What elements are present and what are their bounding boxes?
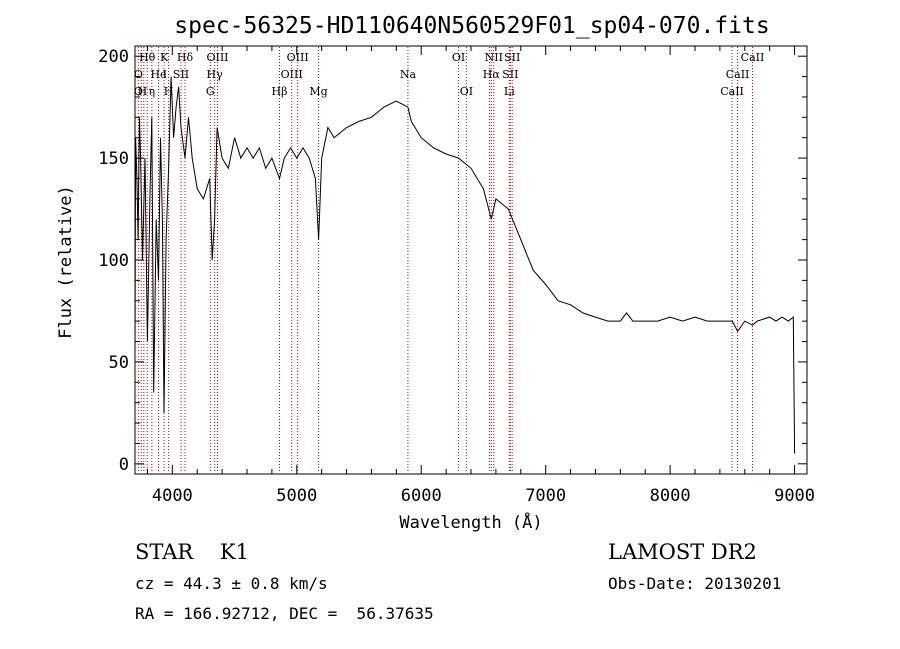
emission-line-label: K [160,51,169,64]
x-tick-label: 5000 [276,486,317,506]
emission-line-label: Mg [309,85,327,98]
emission-line-label: O [134,68,143,81]
emission-line-label: CaII [726,68,750,81]
emission-line-label: G [206,85,215,98]
x-tick-label: 8000 [650,486,691,506]
emission-line-label: NII [485,51,503,64]
emission-line-label: Hθ [139,51,156,64]
emission-line-label: SII [173,68,189,81]
emission-line-label: OI [452,51,465,64]
x-axis-label: Wavelength (Å) [399,511,542,533]
emission-line-label: H [138,85,148,98]
y-tick-label: 150 [98,149,129,169]
survey-name: LAMOST DR2 [608,540,757,564]
y-tick-label: 0 [119,455,129,475]
emission-line-label: Na [400,68,417,81]
x-tick-label: 4000 [152,486,193,506]
emission-line-label: Hδ [177,51,194,64]
coordinates: RA = 166.92712, DEC = 56.37635 [135,604,434,623]
emission-line-label: OIII [281,68,303,81]
plot-frame [134,45,808,475]
y-axis-label: Flux (relative) [56,185,76,339]
emission-line-label: SII [504,51,520,64]
y-tick-label: 100 [98,251,129,271]
redshift-value: cz = 44.3 ± 0.8 km/s [135,574,328,593]
emission-line-label: OIII [287,51,309,64]
emission-line-label: Hβ [272,85,288,98]
emission-line-label: SII [502,68,518,81]
emission-line-label: Li [504,85,515,98]
emission-line-label: CaII [741,51,765,64]
x-tick-label: 9000 [774,486,815,506]
object-class: STAR K1 [135,540,249,564]
emission-line-label: He [150,68,166,81]
emission-line-label: OI [460,85,473,98]
emission-line-label: Hα [483,68,501,81]
emission-line-label: O [134,85,143,98]
x-axis-ticks: 4000 5000 6000 7000 8000 9000 [146,46,815,506]
x-tick-label: 7000 [525,486,566,506]
emission-line-label: I [163,68,167,81]
emission-line-label: OIII [206,51,228,64]
chart-title: spec-56325-HD110640N560529F01_sp04-070.f… [174,13,769,39]
spectrum-line [134,76,796,454]
emission-line-label: CaII [720,85,744,98]
observation-date: Obs-Date: 20130201 [608,574,782,593]
x-tick-label: 6000 [401,486,442,506]
emission-line-label: Hγ [207,68,224,81]
emission-line-markers [137,47,753,473]
y-tick-label: 200 [98,47,129,67]
y-tick-label: 50 [109,353,129,373]
y-axis-ticks: 0 50 100 150 200 [98,47,807,475]
emission-line-label: η [149,85,156,98]
emission-line-label: H [164,85,174,98]
